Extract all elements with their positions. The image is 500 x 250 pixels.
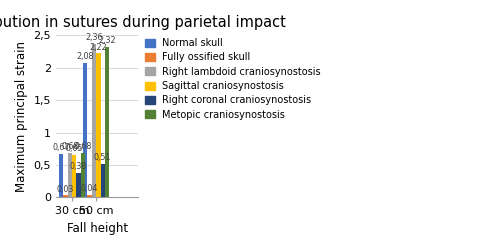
Bar (72, 155, 76, 198)
Title: Strain distribution in sutures during parietal impact: Strain distribution in sutures during pa… (0, 15, 286, 30)
Text: 2,36: 2,36 (85, 34, 102, 42)
Bar (96, 54, 100, 198)
Text: 0,68: 0,68 (74, 142, 92, 152)
Y-axis label: Maximum principal strain: Maximum principal strain (15, 41, 28, 192)
Text: 0,03: 0,03 (57, 184, 74, 194)
Text: 0,51: 0,51 (94, 154, 112, 162)
Bar (88, 195, 92, 198)
Bar (64, 196, 68, 198)
Text: 0,67: 0,67 (52, 143, 70, 152)
Bar (59, 154, 64, 198)
Text: 2,22: 2,22 (90, 42, 107, 51)
Bar (76, 173, 80, 198)
Bar (105, 47, 109, 198)
Bar (100, 164, 105, 198)
Bar (83, 62, 87, 198)
Text: 0,04: 0,04 (81, 184, 98, 193)
Text: 2,32: 2,32 (98, 36, 116, 45)
Bar (92, 44, 96, 198)
Text: 2,08: 2,08 (76, 52, 94, 60)
Text: 0,68: 0,68 (61, 142, 78, 152)
Bar (80, 153, 85, 198)
Text: 0,65: 0,65 (66, 144, 83, 153)
X-axis label: Fall height: Fall height (66, 222, 128, 235)
Text: 0,38: 0,38 (70, 162, 87, 171)
Bar (68, 153, 72, 198)
Legend: Normal skull, Fully ossified skull, Right lambdoid craniosynostosis, Sagittal cr: Normal skull, Fully ossified skull, Righ… (144, 37, 322, 121)
